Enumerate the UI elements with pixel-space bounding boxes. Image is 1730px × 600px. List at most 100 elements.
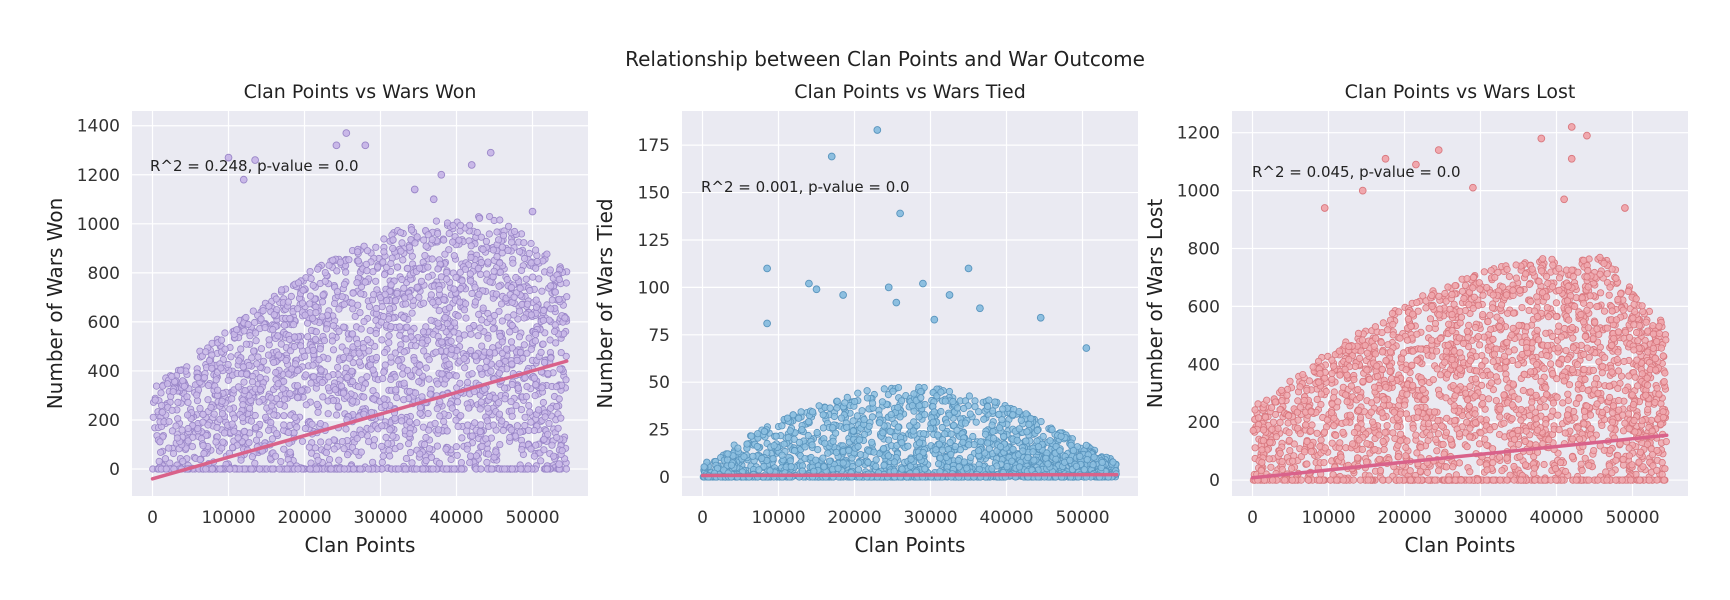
scatter-point: [202, 348, 210, 356]
scatter-point: [418, 393, 426, 401]
scatter-point: [917, 387, 925, 396]
scatter-point: [302, 371, 310, 379]
scatter-point: [477, 465, 485, 473]
scatter-point: [242, 340, 250, 348]
scatter-point: [513, 422, 522, 430]
scatter-point: [485, 348, 494, 356]
scatter-point: [359, 344, 368, 352]
scatter-point: [521, 421, 529, 430]
scatter-point: [1024, 453, 1032, 462]
scatter-point: [463, 378, 472, 386]
scatter-point: [500, 384, 509, 392]
scatter-point: [354, 383, 363, 391]
scatter-point: [495, 369, 503, 377]
x-tick-label: 0: [147, 508, 158, 528]
scatter-point: [1083, 455, 1091, 464]
scatter-point: [340, 280, 348, 288]
scatter-point: [529, 273, 537, 281]
scatter-point: [950, 421, 958, 429]
scatter-point: [508, 360, 516, 368]
scatter-point: [293, 367, 302, 375]
scatter-point: [894, 403, 902, 412]
scatter-point: [419, 299, 428, 307]
scatter-point: [313, 400, 321, 408]
scatter-point: [257, 345, 265, 353]
scatter-point: [276, 400, 284, 408]
scatter-point: [515, 248, 524, 256]
scatter-point: [851, 397, 859, 406]
scatter-point: [320, 336, 329, 345]
scatter-point: [307, 274, 315, 283]
scatter-point: [1034, 443, 1043, 451]
scatter-point: [476, 427, 484, 436]
scatter-point: [740, 453, 748, 461]
scatter-point: [868, 413, 877, 421]
x-tick-label: 40000: [979, 508, 1033, 528]
scatter-point: [345, 256, 353, 264]
scatter-point: [422, 433, 430, 442]
scatter-point: [389, 236, 397, 244]
scatter-point: [520, 254, 529, 263]
scatter-point: [157, 448, 165, 456]
scatter-point: [1009, 445, 1017, 453]
scatter-point: [998, 416, 1006, 424]
scatter-point: [503, 275, 511, 284]
scatter-point: [855, 436, 864, 444]
scatter-point: [415, 378, 423, 386]
scatter-point: [238, 414, 247, 422]
scatter-point: [898, 465, 906, 473]
scatter-point: [516, 348, 525, 356]
scatter-point: [539, 340, 547, 348]
scatter-point: [397, 417, 406, 425]
scatter-point: [516, 284, 524, 292]
scatter-point: [532, 303, 541, 311]
scatter-point: [221, 345, 229, 353]
scatter-point: [405, 243, 414, 251]
scatter-point: [465, 324, 473, 333]
scatter-point: [461, 300, 470, 308]
scatter-point: [1328, 439, 1336, 447]
scatter-point: [879, 444, 888, 453]
scatter-point: [477, 398, 485, 406]
scatter-point: [370, 395, 378, 403]
scatter-point: [1036, 313, 1045, 322]
scatter-point: [353, 339, 362, 348]
scatter-point: [1080, 465, 1088, 474]
scatter-point: [245, 438, 253, 447]
scatter-point: [429, 298, 437, 306]
scatter-point: [305, 443, 313, 451]
scatter-point: [508, 380, 516, 389]
scatter-point: [293, 393, 302, 402]
scatter-point: [495, 360, 503, 368]
scatter-point: [502, 345, 510, 353]
scatter-point: [548, 296, 556, 304]
scatter-point: [552, 339, 560, 347]
scatter-point: [172, 422, 180, 430]
scatter-point: [450, 319, 459, 327]
x-tick-label: 50000: [1055, 508, 1109, 528]
x-tick-label: 50000: [505, 508, 559, 528]
scatter-point: [863, 394, 872, 402]
x-tick-label: 30000: [353, 508, 407, 528]
scatter-point: [415, 293, 423, 301]
scatter-point: [240, 378, 248, 386]
scatter-point: [1015, 425, 1023, 433]
scatter-point: [305, 300, 314, 308]
scatter-point: [563, 293, 571, 301]
scatter-point: [303, 319, 312, 327]
scatter-point: [429, 195, 438, 204]
scatter-point: [246, 404, 254, 412]
scatter-point: [379, 374, 387, 383]
scatter-point: [553, 433, 561, 442]
scatter-point: [880, 385, 888, 393]
scatter-point: [287, 292, 295, 300]
scatter-point: [270, 311, 278, 319]
scatter-point: [457, 458, 465, 467]
scatter-point: [523, 300, 532, 308]
x-tick-label: 10000: [751, 508, 805, 528]
scatter-point: [363, 267, 371, 275]
scatter-point: [766, 467, 774, 475]
scatter-point: [179, 457, 187, 465]
scatter-point: [443, 268, 451, 276]
scatter-point: [162, 465, 170, 473]
